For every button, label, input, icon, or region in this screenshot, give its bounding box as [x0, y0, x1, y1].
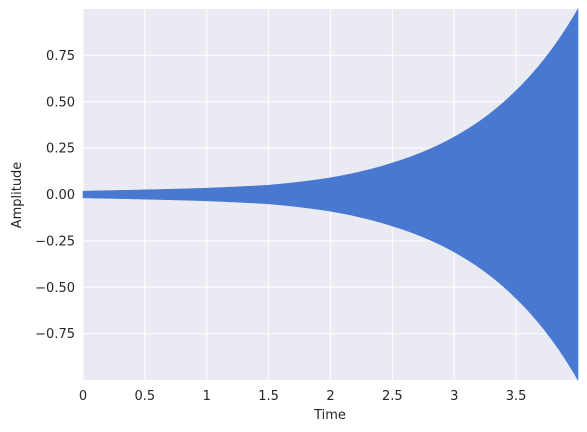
x-tick-label: 3.5	[506, 389, 527, 404]
y-axis-label: Amplitude	[10, 162, 25, 229]
y-tick-label: 0.25	[46, 142, 75, 157]
x-axis-ticks: 0 0.5 1 1.5 2 2.5 3 3.5	[79, 389, 527, 404]
y-tick-label: −0.75	[35, 327, 75, 342]
y-tick-label: −0.25	[35, 234, 75, 249]
x-tick-label: 0	[79, 389, 87, 404]
x-tick-label: 2.5	[382, 389, 403, 404]
x-axis-label: Time	[313, 408, 346, 423]
y-tick-label: 0.00	[46, 188, 75, 203]
y-tick-label: −0.50	[35, 281, 75, 296]
x-tick-label: 1	[203, 389, 211, 404]
series-layer	[82, 7, 579, 382]
x-tick-label: 3	[450, 389, 458, 404]
x-tick-label: 0.5	[135, 389, 156, 404]
x-tick-label: 2	[326, 389, 334, 404]
y-axis-ticks: −0.75 −0.50 −0.25 0.00 0.25 0.50 0.75	[35, 49, 75, 342]
x-tick-label: 1.5	[258, 389, 279, 404]
y-tick-label: 0.50	[46, 95, 75, 110]
y-tick-label: 0.75	[46, 49, 75, 64]
signal-envelope-fill	[82, 7, 579, 382]
